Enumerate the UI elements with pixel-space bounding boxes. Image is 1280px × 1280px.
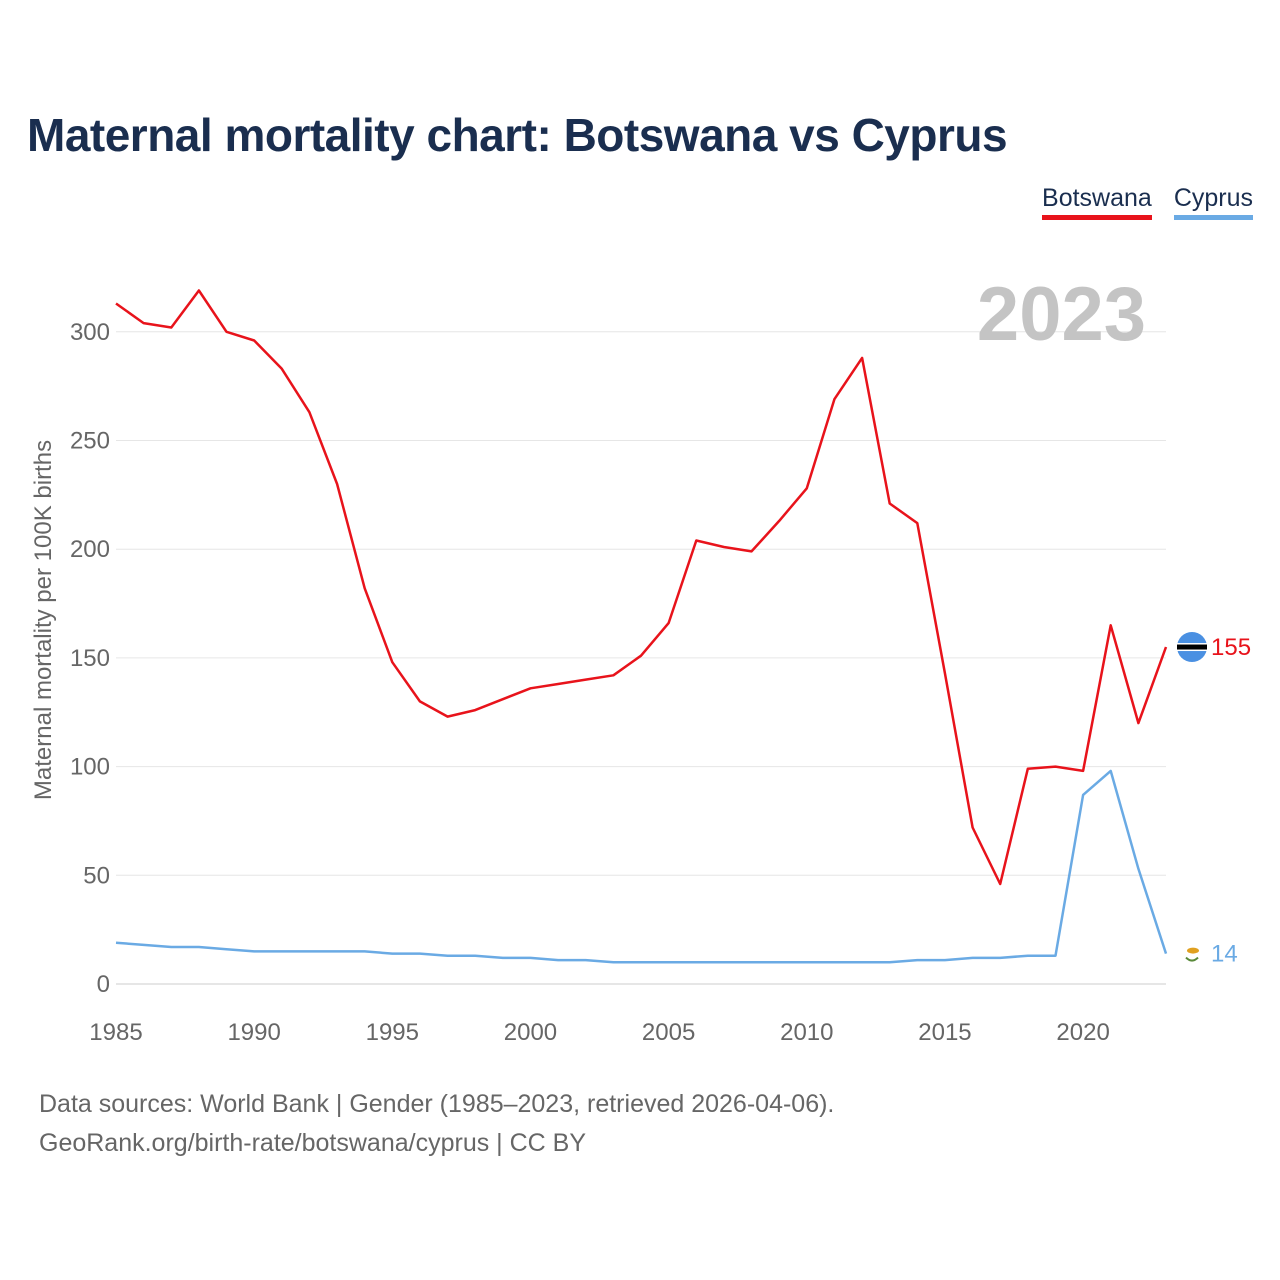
legend-cyprus[interactable]: Cyprus — [1173, 183, 1253, 220]
x-tick-label: 2010 — [780, 1019, 833, 1046]
x-axis: 1985 1990 1995 2000 2005 2010 2015 2020 — [89, 1019, 1109, 1046]
botswana-flag-icon — [1177, 632, 1207, 663]
footer-link[interactable]: GeoRank.org/birth-rate/botswana/cyprus |… — [39, 1129, 587, 1157]
x-tick-label: 2005 — [642, 1019, 695, 1046]
x-tick-label: 2000 — [504, 1019, 557, 1046]
y-tick-label: 100 — [70, 754, 110, 781]
legend-botswana[interactable]: Botswana — [1042, 183, 1152, 220]
x-tick-label: 1990 — [227, 1019, 280, 1046]
x-tick-label: 2020 — [1056, 1019, 1109, 1046]
footer: Data sources: World Bank | Gender (1985–… — [39, 1085, 834, 1163]
y-tick-label: 150 — [70, 645, 110, 672]
y-tick-label: 200 — [70, 536, 110, 563]
legend: Botswana Cyprus — [1042, 183, 1253, 220]
series-lines — [115, 289, 1168, 964]
gridlines — [116, 331, 1166, 985]
y-tick-label: 250 — [70, 428, 110, 455]
end-value-botswana: 155 — [1211, 634, 1251, 661]
y-tick-label: 50 — [83, 862, 110, 889]
series-line-cyprus — [115, 769, 1168, 964]
series-end-markers: 155 14 — [1177, 632, 1251, 969]
x-tick-label: 2015 — [918, 1019, 971, 1046]
end-value-cyprus: 14 — [1211, 941, 1238, 968]
y-axis-label: Maternal mortality per 100K births — [30, 440, 57, 800]
cyprus-flag-icon — [1177, 938, 1207, 969]
year-label: 2023 — [977, 272, 1146, 357]
chart-title: Maternal mortality chart: Botswana vs Cy… — [27, 109, 1008, 161]
x-tick-label: 1995 — [366, 1019, 419, 1046]
y-tick-label: 300 — [70, 319, 110, 346]
series-line-botswana — [115, 289, 1168, 886]
y-axis: 0 50 100 150 200 250 300 — [70, 319, 110, 998]
y-tick-label: 0 — [97, 971, 110, 998]
footer-sources: Data sources: World Bank | Gender (1985–… — [39, 1090, 835, 1118]
x-tick-label: 1985 — [89, 1019, 142, 1046]
